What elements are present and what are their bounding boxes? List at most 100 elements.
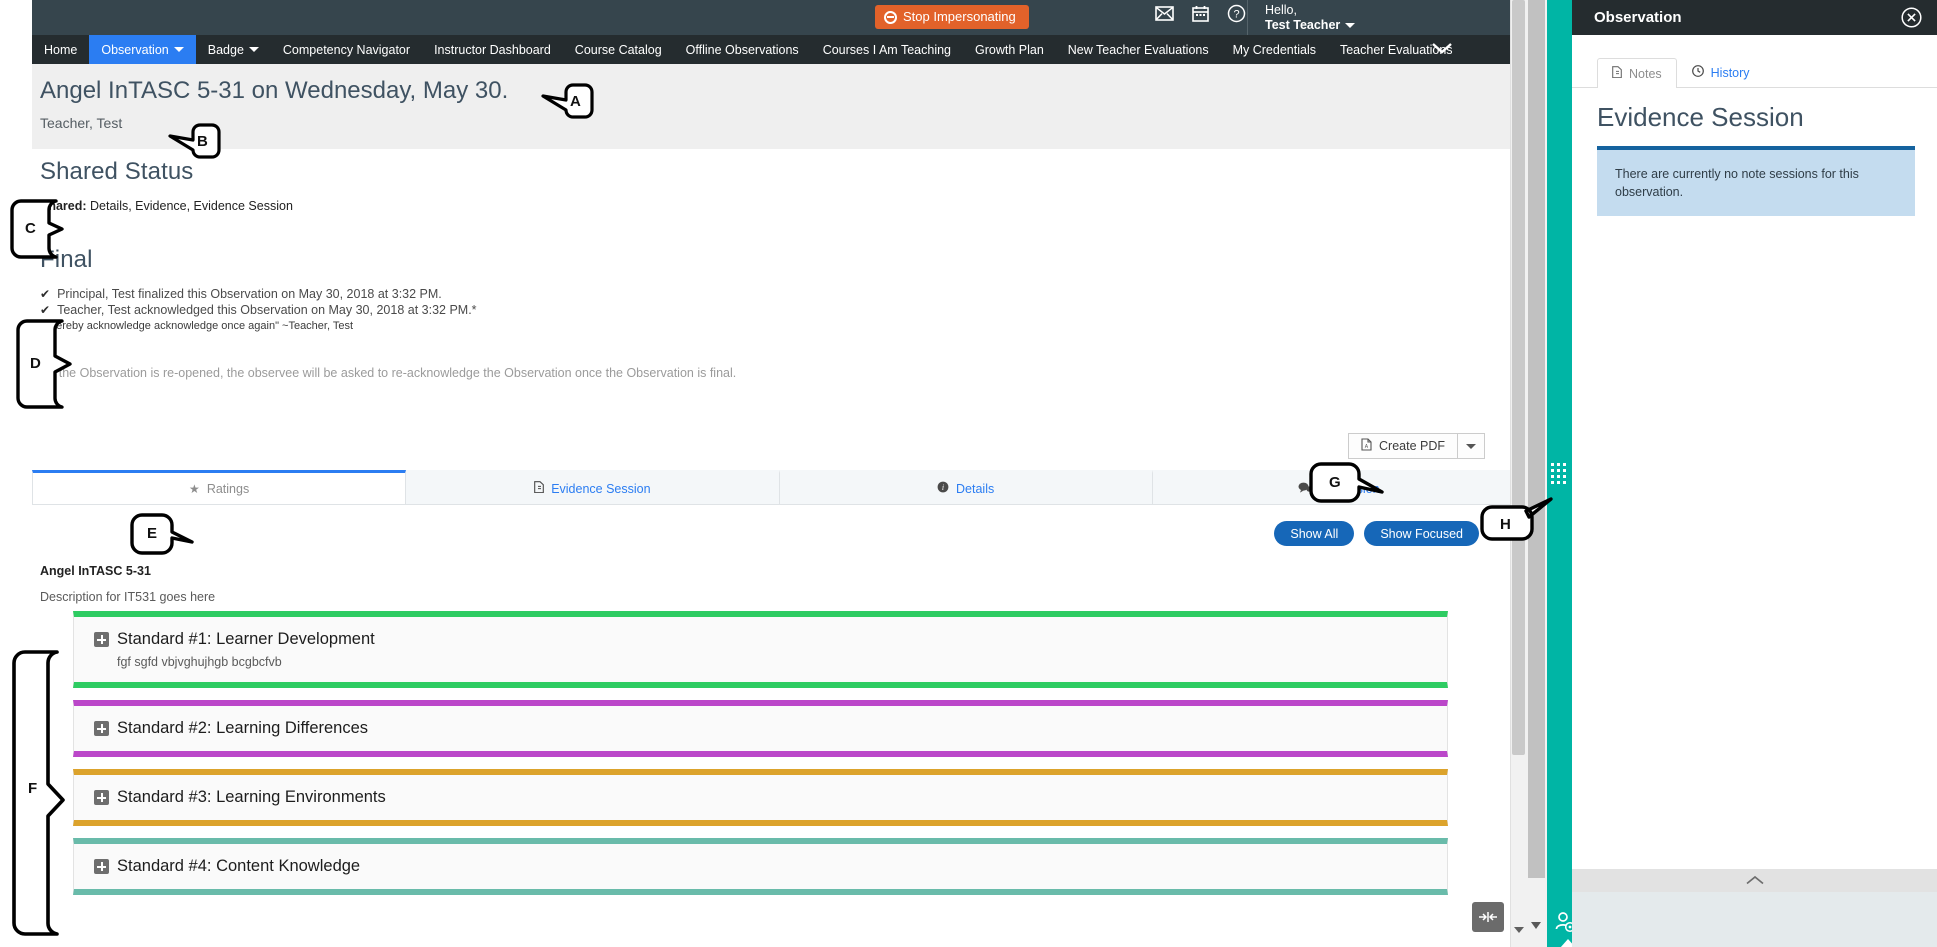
standard-title-row: Standard #3: Learning Environments — [94, 788, 1447, 807]
standard-title-row: Standard #2: Learning Differences — [94, 719, 1447, 738]
standard-card[interactable]: Standard #1: Learner Development fgf sgf… — [73, 611, 1448, 688]
expand-plus-icon[interactable] — [94, 721, 109, 736]
svg-text:?: ? — [1233, 9, 1239, 21]
chevron-down-icon — [248, 47, 259, 52]
tab-history[interactable]: History — [1677, 57, 1765, 87]
nav-item-teacher-evaluations[interactable]: Teacher Evaluations — [1339, 42, 1453, 57]
envelope-icon[interactable] — [1155, 6, 1174, 26]
main-navigation: Home Observation Badge Competency Naviga… — [32, 35, 1525, 64]
show-focused-button[interactable]: Show Focused — [1364, 521, 1479, 546]
nav-item-my-credentials[interactable]: My Credentials — [1232, 42, 1316, 57]
close-circle-icon[interactable] — [1901, 7, 1922, 33]
nav-expand-chevron-down-icon[interactable] — [1431, 42, 1453, 60]
shared-status-section: Shared Status Shared: Details, Evidence,… — [40, 158, 293, 213]
nav-item-growth-plan[interactable]: Growth Plan — [975, 42, 1044, 57]
observation-panel-title: Observation — [1594, 9, 1682, 26]
scroll-down-arrow-icon[interactable] — [1531, 922, 1541, 929]
no-entry-icon — [884, 10, 897, 24]
tab-notes[interactable]: Notes — [1597, 58, 1677, 88]
final-item: ✔ Teacher, Test acknowledged this Observ… — [40, 303, 736, 317]
rubric-header: Angel InTASC 5-31 Description for IT531 … — [40, 564, 215, 604]
callout-a-letter: A — [570, 93, 581, 110]
final-item: ✔ Principal, Test finalized this Observa… — [40, 287, 736, 301]
nav-item-observation[interactable]: Observation — [89, 35, 196, 64]
nav-item-badge-label: Badge — [207, 42, 244, 57]
check-icon: ✔ — [40, 303, 51, 317]
callout-f-letter: F — [28, 780, 38, 797]
nav-item-offline-observations[interactable]: Offline Observations — [685, 42, 799, 57]
page-scrollbar[interactable] — [1510, 0, 1525, 947]
callout-g: G — [1306, 461, 1384, 503]
shared-status-value: Details, Evidence, Evidence Session — [86, 199, 293, 213]
callout-b-letter: B — [197, 133, 208, 150]
create-pdf-dropdown-toggle[interactable] — [1457, 433, 1485, 459]
utility-bar-left-gap — [0, 0, 32, 35]
expand-plus-icon[interactable] — [94, 632, 109, 647]
tab-evidence-session-label: Evidence Session — [551, 481, 651, 496]
user-menu[interactable]: Hello, Test Teacher — [1265, 3, 1356, 33]
observation-panel-header: Observation — [1572, 0, 1937, 35]
check-icon: ✔ — [40, 287, 51, 301]
final-footnote: * If the Observation is re-opened, the o… — [40, 366, 737, 380]
standard-title: Standard #4: Content Knowledge — [117, 857, 361, 875]
create-pdf-button[interactable]: A Create PDF — [1348, 433, 1457, 459]
calendar-icon[interactable] — [1192, 5, 1209, 27]
application-area: Stop Impersonating ? Hello, Test Teacher — [0, 0, 1525, 947]
callout-b: B — [155, 122, 233, 162]
create-pdf-group: A Create PDF — [1348, 433, 1485, 459]
show-all-button[interactable]: Show All — [1274, 521, 1355, 546]
tab-details-label: Details — [956, 481, 995, 496]
expand-plus-icon[interactable] — [94, 790, 109, 805]
callout-g-letter: G — [1329, 474, 1341, 491]
browser-scrollbar[interactable] — [1525, 0, 1547, 947]
callout-e: E — [128, 512, 194, 556]
tab-evidence-session[interactable]: Evidence Session — [406, 470, 780, 504]
nav-item-new-teacher-evaluations[interactable]: New Teacher Evaluations — [1067, 42, 1209, 57]
user-name: Test Teacher — [1265, 18, 1341, 32]
page-scrollbar-thumb[interactable] — [1512, 0, 1525, 755]
final-section: Final ✔ Principal, Test finalized this O… — [40, 246, 736, 380]
shared-status-line: Shared: Details, Evidence, Evidence Sess… — [40, 199, 293, 213]
callout-d-letter: D — [30, 355, 41, 372]
chevron-down-icon — [173, 47, 184, 52]
final-acknowledgement-quote: "I hereby acknowledge acknowledge once a… — [40, 320, 354, 332]
observation-panel: Observation Notes History Evidence Sessi… — [1572, 0, 1937, 947]
pdf-file-icon: A — [1361, 438, 1372, 454]
drag-dots-icon[interactable] — [1550, 462, 1567, 484]
user-name-row: Test Teacher — [1265, 18, 1356, 33]
standard-card[interactable]: Standard #2: Learning Differences — [73, 700, 1448, 757]
document-icon — [1612, 66, 1622, 81]
nav-item-courses-i-am-teaching[interactable]: Courses I Am Teaching — [822, 42, 951, 57]
scroll-down-arrow-icon[interactable] — [1514, 927, 1524, 933]
tab-details[interactable]: i Details — [779, 470, 1153, 504]
browser-scrollbar-thumb[interactable] — [1528, 0, 1545, 878]
standards-list: Standard #1: Learner Development fgf sgf… — [73, 611, 1448, 907]
expand-plus-icon[interactable] — [94, 859, 109, 874]
nav-item-badge[interactable]: Badge — [196, 35, 271, 64]
side-rail — [1547, 0, 1572, 947]
nav-item-home[interactable]: Home — [44, 42, 78, 57]
standard-card[interactable]: Standard #4: Content Knowledge — [73, 838, 1448, 895]
chevron-down-icon — [1466, 443, 1476, 449]
nav-item-course-catalog[interactable]: Course Catalog — [574, 42, 662, 57]
standard-card[interactable]: Standard #3: Learning Environments — [73, 769, 1448, 826]
content-tabs: ★ Ratings Evidence Session i Details — [32, 470, 1525, 505]
observation-panel-footer — [1572, 892, 1937, 947]
stop-impersonating-button[interactable]: Stop Impersonating — [875, 5, 1029, 29]
utility-icons: ? — [1155, 4, 1246, 28]
final-item-text: Teacher, Test acknowledged this Observat… — [57, 303, 477, 317]
nav-item-observation-label: Observation — [101, 42, 169, 57]
callout-a: A — [528, 82, 606, 122]
nav-item-competency-navigator[interactable]: Competency Navigator — [282, 42, 411, 57]
comment-icon — [1298, 482, 1312, 496]
create-pdf-label: Create PDF — [1379, 439, 1445, 453]
page-header: Angel InTASC 5-31 on Wednesday, May 30. … — [32, 64, 1525, 149]
page-title: Angel InTASC 5-31 on Wednesday, May 30. — [40, 77, 509, 104]
user-greeting: Hello, — [1265, 3, 1297, 17]
collapse-panel-button[interactable] — [1472, 902, 1504, 932]
help-circle-icon[interactable]: ? — [1227, 4, 1246, 28]
observation-panel-collapse-bar[interactable] — [1572, 869, 1937, 892]
info-icon: i — [937, 481, 949, 496]
nav-item-instructor-dashboard[interactable]: Instructor Dashboard — [434, 42, 551, 57]
tab-ratings[interactable]: ★ Ratings — [32, 470, 407, 504]
